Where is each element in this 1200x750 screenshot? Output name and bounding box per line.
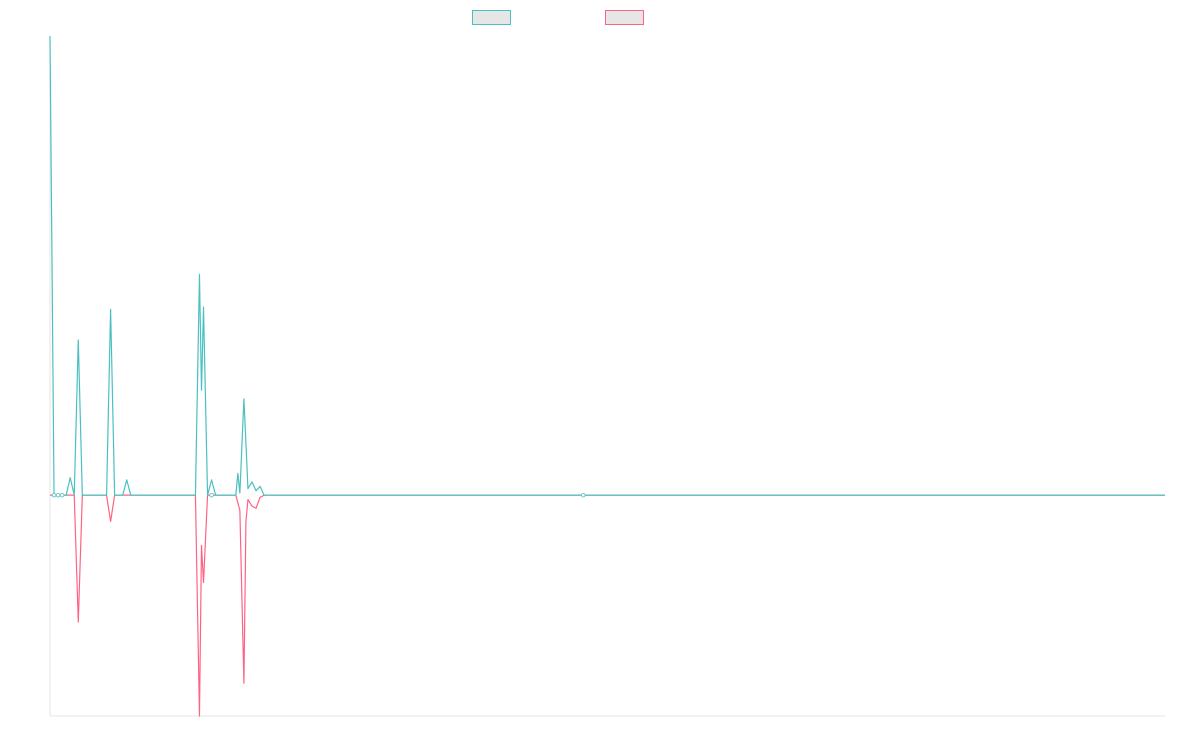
series-line-2 bbox=[50, 494, 1165, 717]
series-1-point bbox=[581, 492, 586, 498]
series-1-point bbox=[209, 492, 214, 498]
legend-swatch-series-2[interactable] bbox=[605, 10, 644, 25]
series-line-1 bbox=[49, 35, 1165, 496]
series-1-point bbox=[55, 492, 61, 498]
legend-swatch-series-1[interactable] bbox=[472, 10, 511, 25]
series-1-point bbox=[59, 492, 65, 498]
series-1-point bbox=[51, 492, 57, 498]
